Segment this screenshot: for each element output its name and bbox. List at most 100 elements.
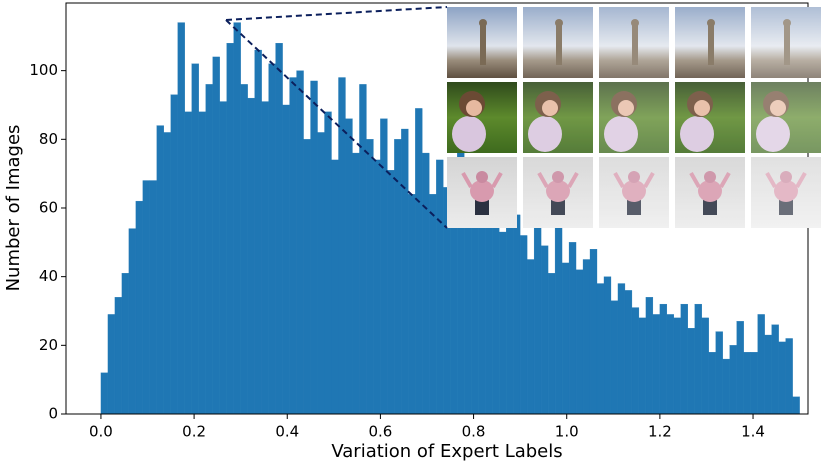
zoom-line <box>225 6 448 21</box>
thumbnail <box>599 157 669 228</box>
exposure-overlay <box>751 157 821 228</box>
bar <box>324 111 332 415</box>
statue <box>480 25 486 65</box>
child-arm <box>765 172 777 188</box>
bar <box>645 297 654 415</box>
exposure-overlay <box>599 157 669 228</box>
child-body <box>756 116 790 152</box>
bar <box>345 118 353 415</box>
x-tick-label: 0.2 <box>182 423 206 441</box>
y-tick-label: 100 <box>29 61 58 79</box>
bar <box>596 283 605 415</box>
bar <box>785 338 793 415</box>
child-face <box>542 100 558 116</box>
bar <box>708 352 716 415</box>
bar <box>128 228 137 415</box>
bar <box>338 77 346 415</box>
bar <box>331 159 339 415</box>
child-arm <box>795 172 807 188</box>
bar <box>205 84 213 415</box>
child-arm <box>613 172 625 188</box>
thumbnail <box>675 157 745 228</box>
x-tick-label: 1.0 <box>555 423 579 441</box>
child-arm <box>689 172 701 188</box>
thumbnail <box>523 157 593 228</box>
bar <box>177 22 185 415</box>
bar <box>715 331 723 415</box>
thumbnail <box>751 157 821 228</box>
statue <box>708 25 714 65</box>
bar <box>561 262 570 415</box>
bar <box>121 273 130 415</box>
thumbnail <box>751 82 821 153</box>
bar <box>771 324 779 415</box>
bar <box>575 269 584 415</box>
exposure-overlay <box>751 82 821 153</box>
child-face <box>770 100 786 116</box>
child-head <box>628 171 640 183</box>
bar <box>631 307 640 415</box>
thumbnail <box>599 7 669 78</box>
bar <box>422 152 430 415</box>
x-tick-label: 0.0 <box>89 423 113 441</box>
bar <box>533 207 542 415</box>
statue <box>632 25 638 65</box>
bar <box>261 101 269 415</box>
bar <box>310 80 318 415</box>
bar <box>156 125 164 415</box>
bar <box>750 352 758 415</box>
statue <box>556 25 562 65</box>
bar <box>366 139 374 415</box>
bar <box>526 259 535 415</box>
child-arm <box>567 172 579 188</box>
bar <box>792 396 800 415</box>
child-arm <box>537 172 549 188</box>
bar <box>240 84 248 415</box>
bar <box>408 194 416 415</box>
bar <box>729 345 737 415</box>
bar <box>114 297 123 415</box>
child-arm <box>719 172 731 188</box>
bar <box>226 43 234 415</box>
bar <box>170 94 178 415</box>
statue-head <box>479 19 487 27</box>
bar <box>513 214 521 415</box>
child-coat <box>698 180 722 202</box>
bar <box>680 303 688 415</box>
bar <box>436 159 444 415</box>
child-head <box>552 171 564 183</box>
statue-head <box>783 19 791 27</box>
child-coat <box>546 180 570 202</box>
thumbnail <box>675 7 745 78</box>
bar <box>198 111 206 415</box>
x-tick-label: 0.6 <box>368 423 392 441</box>
bar <box>687 328 695 415</box>
child-legs <box>703 199 717 215</box>
bar <box>233 22 241 415</box>
y-tick-label: 0 <box>48 405 58 423</box>
bar <box>778 341 786 415</box>
exposure-overlay <box>523 7 593 78</box>
child-coat <box>470 180 494 202</box>
bar <box>485 214 493 415</box>
child-legs <box>551 199 565 215</box>
bar <box>701 317 709 415</box>
statue-head <box>707 19 715 27</box>
y-tick-label: 40 <box>39 267 58 285</box>
bar <box>429 194 437 415</box>
x-tick-label: 1.4 <box>741 423 765 441</box>
exposure-overlay <box>523 157 593 228</box>
exposure-overlay <box>599 7 669 78</box>
bar <box>219 101 227 415</box>
bar <box>624 290 633 415</box>
bar <box>359 84 367 415</box>
child-coat <box>622 180 646 202</box>
bar <box>666 314 675 415</box>
child-arm <box>491 172 503 188</box>
bar <box>568 242 577 415</box>
child-legs <box>627 199 641 215</box>
bar <box>757 314 765 415</box>
child-body <box>680 116 714 152</box>
bar <box>603 276 612 415</box>
bar <box>673 317 681 415</box>
